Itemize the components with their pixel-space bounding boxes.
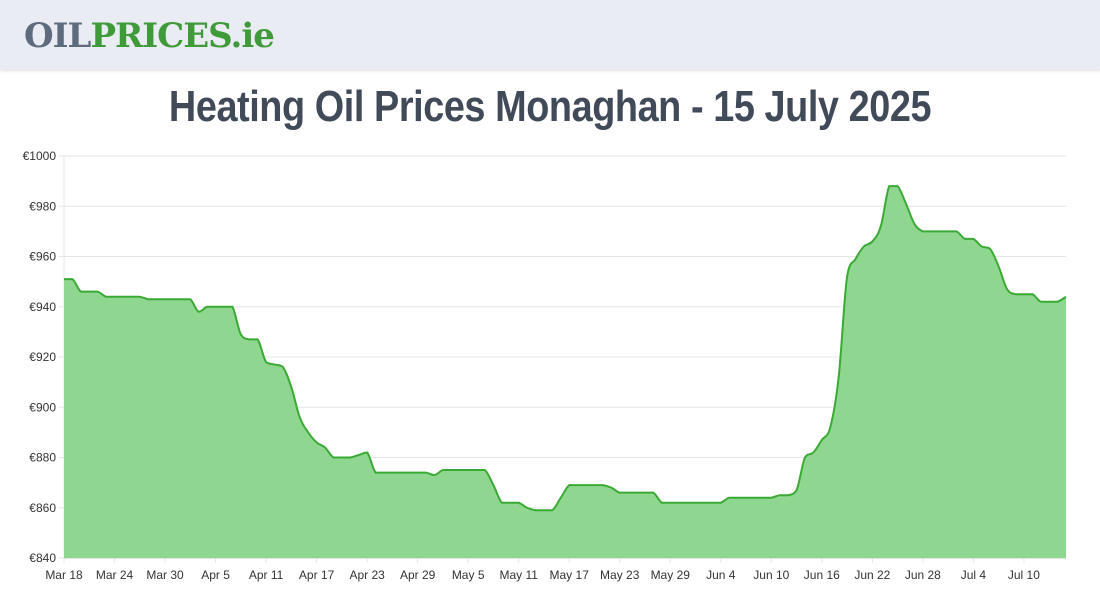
y-tick-label: €920 [29, 350, 56, 364]
price-area [64, 186, 1066, 558]
logo-oil-text: OIL [24, 16, 91, 56]
x-tick-label: Mar 18 [45, 568, 83, 582]
y-axis: €840 €860 €880 €900 €920 €940 €960 €980 €1000 [23, 149, 65, 565]
x-tick-label: Jun 28 [905, 568, 941, 582]
logo-tld-text: .ie [230, 16, 274, 56]
x-tick-label: Apr 17 [299, 568, 335, 582]
x-tick-label: Apr 5 [201, 568, 230, 582]
price-chart: €840 €860 €880 €900 €920 €940 €960 €980 €1000 Ma… [23, 149, 1067, 582]
x-tick-label: Apr 23 [349, 568, 385, 582]
x-tick-label: Jul 10 [1008, 568, 1040, 582]
x-tick-label: Apr 11 [249, 568, 284, 582]
logo-prices-text: PRICES [90, 16, 231, 56]
y-tick-label: €880 [29, 451, 56, 465]
y-tick-label: €980 [29, 199, 56, 213]
x-axis: Mar 18 Mar 24 Mar 30 Apr 5 Apr 11 Apr 17 Apr 2… [45, 557, 1066, 582]
x-tick-label: Jul 4 [961, 568, 987, 582]
y-tick-label: €940 [29, 300, 56, 314]
x-tick-label: Jun 10 [753, 568, 789, 582]
x-tick-label: Jun 4 [706, 568, 736, 582]
x-tick-label: Apr 29 [400, 568, 436, 582]
y-tick-label: €860 [29, 501, 56, 515]
y-tick-label: €900 [29, 400, 56, 414]
x-tick-label: May 11 [499, 568, 538, 582]
y-tick-label: €960 [29, 250, 56, 264]
plot-area [63, 185, 1067, 558]
x-tick-label: Jun 16 [804, 568, 840, 582]
price-line [63, 185, 1067, 512]
x-tick-label: Mar 24 [96, 568, 134, 582]
x-tick-label: May 29 [651, 568, 691, 582]
site-logo[interactable]: OILPRICES.ie [24, 16, 275, 56]
x-tick-label: Mar 30 [146, 568, 184, 582]
y-tick-label: €1000 [23, 149, 57, 163]
x-tick-label: Jun 22 [854, 568, 890, 582]
x-tick-label: May 17 [550, 568, 590, 582]
chart-title: Heating Oil Prices Monaghan - 15 July 20… [168, 82, 932, 131]
y-tick-label: €840 [29, 551, 56, 565]
x-tick-label: May 5 [452, 568, 485, 582]
x-tick-label: May 23 [600, 568, 640, 582]
site-header: OILPRICES.ie [0, 0, 1100, 70]
